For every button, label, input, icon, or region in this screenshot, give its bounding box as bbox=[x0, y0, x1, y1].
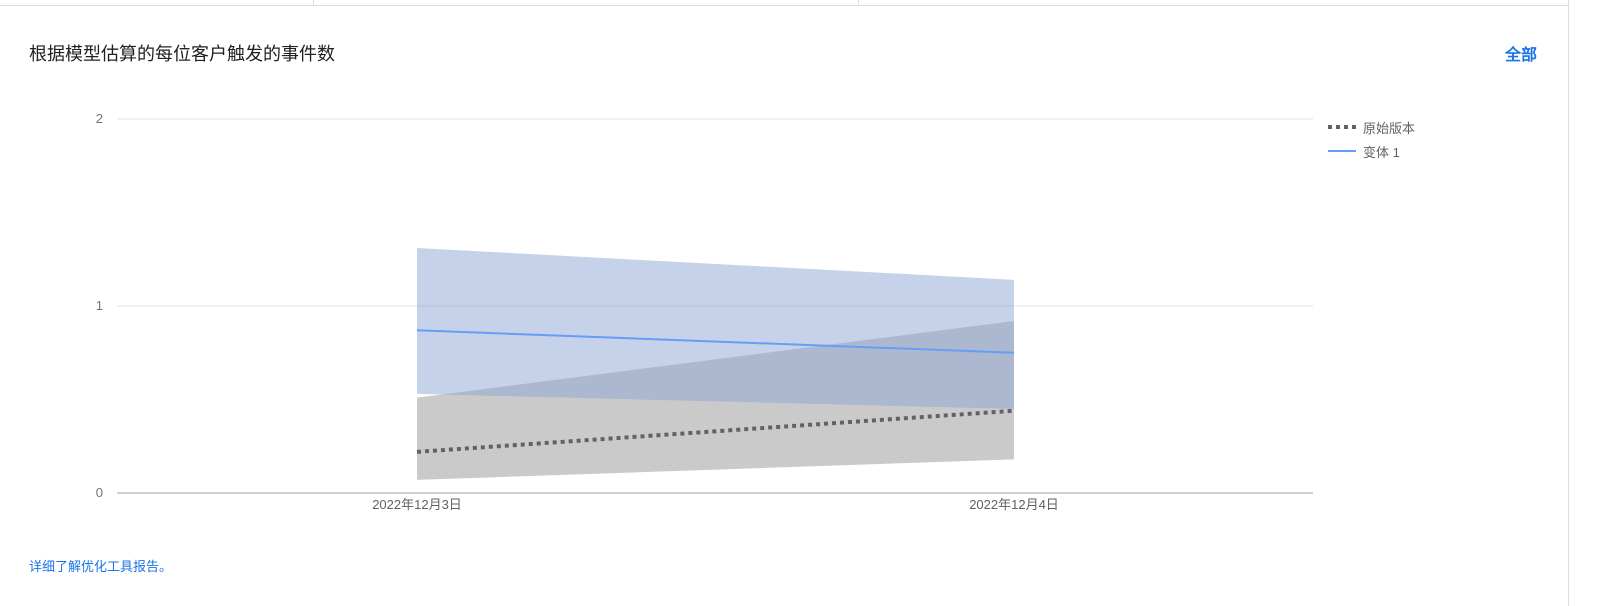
legend-item-variant-1[interactable]: 变体 1 bbox=[1327, 139, 1415, 163]
confidence-band-variant-1 bbox=[417, 248, 1014, 409]
y-tick-label: 1 bbox=[96, 298, 103, 313]
series-line-variant-1 bbox=[416, 329, 1015, 354]
all-link[interactable]: 全部 bbox=[1504, 47, 1537, 64]
legend-swatch bbox=[1328, 150, 1356, 152]
legend-item-original[interactable]: 原始版本 bbox=[1327, 115, 1415, 139]
tab-divider bbox=[858, 0, 859, 5]
x-tick-label: 2022年12月3日 bbox=[372, 497, 462, 512]
y-tick-label: 0 bbox=[96, 485, 103, 500]
chart-legend: 原始版本变体 1 bbox=[1327, 115, 1415, 163]
legend-label: 变体 1 bbox=[1363, 144, 1400, 160]
legend-label: 原始版本 bbox=[1363, 120, 1416, 136]
series-line-original bbox=[416, 408, 1015, 454]
tab-divider bbox=[313, 0, 314, 5]
x-tick-label: 2022年12月4日 bbox=[969, 497, 1059, 512]
panel-right-border bbox=[1568, 0, 1569, 606]
top-tab-strip bbox=[0, 0, 1568, 6]
learn-more-link[interactable]: 详细了解优化工具报告。 bbox=[29, 559, 173, 574]
y-tick-label: 2 bbox=[96, 111, 103, 126]
card-title: 根据模型估算的每位客户触发的事件数 bbox=[29, 44, 335, 64]
legend-swatch bbox=[1328, 125, 1356, 129]
